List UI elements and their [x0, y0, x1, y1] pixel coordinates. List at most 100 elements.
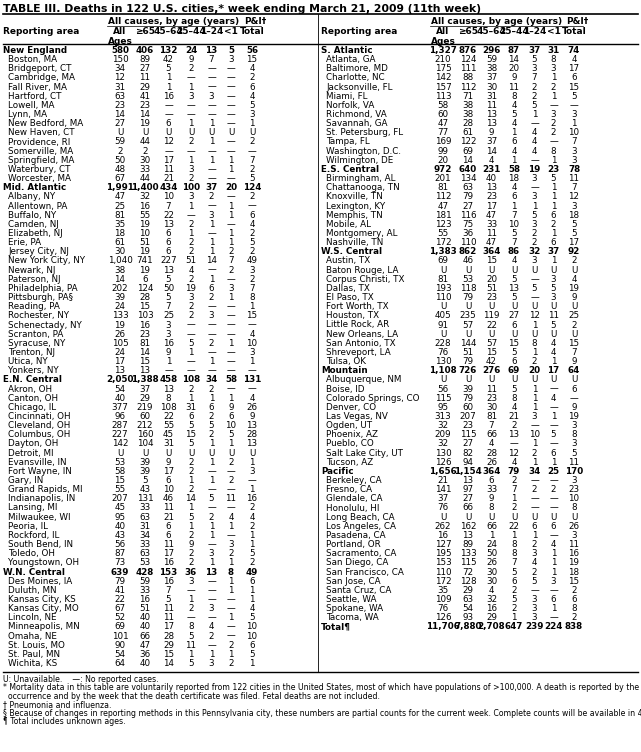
Text: 79: 79	[115, 577, 126, 586]
Text: 5: 5	[188, 659, 194, 668]
Text: —: —	[207, 329, 216, 338]
Text: 3: 3	[209, 211, 214, 220]
Text: 1: 1	[512, 531, 517, 540]
Text: —: —	[549, 439, 558, 448]
Text: 262: 262	[435, 522, 451, 531]
Text: 16: 16	[247, 494, 258, 503]
Text: Tulsa, OK: Tulsa, OK	[326, 357, 366, 366]
Text: Reporting area: Reporting area	[321, 27, 397, 36]
Text: 11: 11	[140, 74, 151, 83]
Text: 18: 18	[115, 229, 126, 238]
Text: 1: 1	[551, 156, 556, 165]
Text: 33: 33	[139, 165, 151, 174]
Text: 46: 46	[463, 256, 474, 265]
Text: Kansas City, KS: Kansas City, KS	[8, 595, 76, 604]
Text: —: —	[207, 595, 216, 604]
Text: Little Rock, AR: Little Rock, AR	[326, 320, 389, 329]
Text: 67: 67	[115, 174, 126, 183]
Text: 55: 55	[114, 485, 126, 494]
Text: 1: 1	[551, 357, 556, 366]
Text: 30: 30	[114, 247, 126, 256]
Text: Buffalo, NY: Buffalo, NY	[8, 211, 56, 220]
Text: Savannah, GA: Savannah, GA	[326, 120, 388, 128]
Text: 79: 79	[462, 394, 474, 403]
Text: Phoenix, AZ: Phoenix, AZ	[326, 430, 378, 439]
Text: <1: <1	[547, 27, 560, 36]
Text: —: —	[227, 329, 235, 338]
Text: Cincinnati, OH: Cincinnati, OH	[8, 412, 71, 421]
Text: 1: 1	[512, 494, 517, 503]
Text: 17: 17	[163, 467, 174, 476]
Text: 108: 108	[160, 403, 177, 412]
Text: 6: 6	[209, 284, 214, 293]
Text: Richmond, VA: Richmond, VA	[326, 110, 387, 119]
Text: 377: 377	[112, 403, 128, 412]
Text: 38: 38	[486, 65, 497, 73]
Text: U: U	[188, 449, 194, 458]
Text: 6: 6	[249, 641, 254, 650]
Text: 7: 7	[249, 156, 255, 165]
Text: 94: 94	[463, 458, 474, 467]
Text: 11: 11	[163, 165, 174, 174]
Text: 29: 29	[463, 586, 474, 595]
Text: 36: 36	[185, 568, 197, 577]
Text: 647: 647	[505, 623, 523, 632]
Text: 9: 9	[166, 458, 171, 467]
Text: 6: 6	[551, 522, 556, 531]
Text: 3: 3	[571, 476, 577, 485]
Text: 2,708: 2,708	[478, 623, 505, 632]
Text: 23: 23	[140, 101, 151, 110]
Text: 47: 47	[140, 641, 151, 650]
Text: 73: 73	[114, 559, 126, 568]
Text: U: U	[165, 129, 172, 138]
Text: 23: 23	[569, 485, 579, 494]
Text: —: —	[187, 586, 196, 595]
Text: U: U	[571, 513, 577, 522]
Text: —: —	[549, 586, 558, 595]
Text: Mid. Atlantic: Mid. Atlantic	[3, 183, 66, 193]
Text: 12: 12	[508, 449, 519, 458]
Text: Pueblo, CO: Pueblo, CO	[326, 439, 374, 448]
Text: Detroit, MI: Detroit, MI	[8, 449, 53, 458]
Text: 13: 13	[163, 220, 174, 229]
Text: 4: 4	[249, 394, 254, 403]
Text: 13: 13	[462, 476, 474, 485]
Text: 434: 434	[160, 183, 178, 193]
Text: 1: 1	[228, 439, 234, 448]
Text: 17: 17	[547, 366, 560, 375]
Text: 428: 428	[136, 568, 154, 577]
Text: 2: 2	[249, 165, 254, 174]
Text: 30: 30	[486, 568, 497, 577]
Text: —: —	[227, 65, 235, 73]
Text: 8: 8	[571, 504, 577, 513]
Text: W.N. Central: W.N. Central	[3, 568, 65, 577]
Text: 7: 7	[511, 485, 517, 494]
Text: 239: 239	[526, 623, 544, 632]
Text: 3: 3	[209, 311, 214, 320]
Text: 32: 32	[437, 439, 449, 448]
Text: 19: 19	[569, 559, 579, 568]
Text: 63: 63	[462, 595, 474, 604]
Text: 50: 50	[163, 284, 174, 293]
Text: —: —	[207, 83, 216, 92]
Text: 53: 53	[462, 274, 474, 284]
Text: 287: 287	[112, 421, 128, 430]
Text: 13: 13	[462, 531, 474, 540]
Text: 1: 1	[228, 156, 234, 165]
Text: 2: 2	[571, 320, 577, 329]
Text: Peoria, IL: Peoria, IL	[8, 522, 48, 531]
Text: 2: 2	[209, 412, 214, 421]
Text: 3: 3	[571, 421, 577, 430]
Text: * Mortality data in this table are voluntarily reported from 122 cities in the U: * Mortality data in this table are volun…	[3, 684, 641, 693]
Text: 38: 38	[114, 265, 126, 274]
Text: 9: 9	[571, 293, 577, 302]
Text: U: U	[488, 265, 495, 274]
Text: 14: 14	[115, 274, 126, 284]
Text: —: —	[207, 147, 216, 156]
Text: 1: 1	[551, 412, 556, 421]
Text: 57: 57	[462, 320, 474, 329]
Text: 1: 1	[532, 384, 537, 393]
Text: All
Ages: All Ages	[431, 27, 456, 47]
Text: 3: 3	[188, 165, 194, 174]
Text: —: —	[187, 74, 196, 83]
